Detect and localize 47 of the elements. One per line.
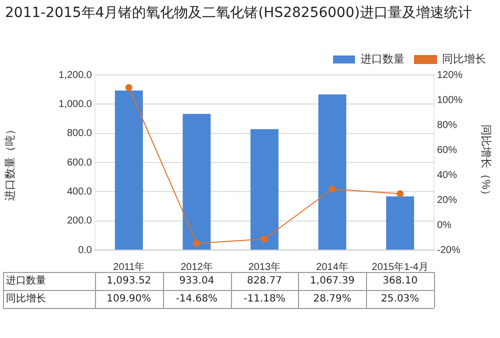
bar — [114, 90, 143, 250]
data-label: 368.10 — [382, 276, 418, 287]
data-label: 109.90% — [106, 294, 152, 305]
bar — [386, 196, 414, 250]
data-label: 28.79% — [313, 294, 352, 305]
text: 同比增长 — [6, 294, 46, 305]
x-tick-label: 2012年 — [180, 260, 213, 273]
bar — [250, 129, 278, 250]
legend-label: 进口数量 — [360, 52, 404, 66]
y2-axis-title: 同比增长（%） — [479, 124, 492, 200]
point — [328, 186, 336, 193]
y-tick-label: 600.0 — [66, 157, 92, 168]
data-label: 1,067.39 — [310, 276, 355, 287]
x-tick-label: 2013年 — [248, 260, 281, 273]
data-label: 933.04 — [179, 276, 214, 287]
y-tick-label: 200.0 — [66, 216, 92, 227]
y2-tick-label: -20% — [437, 244, 460, 256]
data-label: 25.03% — [381, 294, 420, 305]
y-tick-label: 400.0 — [66, 186, 92, 198]
data-label: 828.77 — [247, 276, 282, 287]
y2-tick-label: 100% — [437, 94, 463, 106]
bar — [318, 94, 346, 250]
x-tick-label: 2014年 — [316, 260, 348, 273]
legend-label: 同比增长 — [442, 52, 486, 66]
y-tick-label: 0.0 — [78, 244, 92, 256]
y-tick-label: 1,000.0 — [58, 98, 92, 110]
y2-tick-label: 20% — [437, 194, 458, 206]
y-tick-label: 1,200.0 — [58, 70, 92, 81]
x-tick-label: 2015年1-4月 — [372, 260, 428, 273]
point — [261, 235, 268, 242]
y2-tick-label: 60% — [437, 144, 458, 156]
text: 进口数量 — [6, 276, 46, 287]
point — [396, 190, 404, 198]
data-label: 1,093.52 — [106, 276, 152, 287]
y-tick-label: 800.0 — [66, 128, 92, 140]
y2-tick-label: 120% — [437, 70, 463, 81]
y2-tick-label: 40% — [437, 170, 458, 181]
point — [193, 240, 200, 247]
y2-tick-label: 0% — [437, 220, 452, 231]
y2-tick-label: 80% — [437, 120, 458, 131]
point — [125, 84, 132, 92]
bar — [182, 114, 211, 250]
chart-title: 2011-2015年4月锗的氧化物及二氧化锗(HS28256000)进口量及增速统计 — [4, 4, 473, 23]
x-tick-label: 2011年 — [113, 260, 145, 273]
data-label: -11.18% — [244, 294, 286, 305]
data-label: -14.68% — [176, 294, 218, 305]
y-axis-title: 进口数量（吨） — [4, 124, 17, 201]
